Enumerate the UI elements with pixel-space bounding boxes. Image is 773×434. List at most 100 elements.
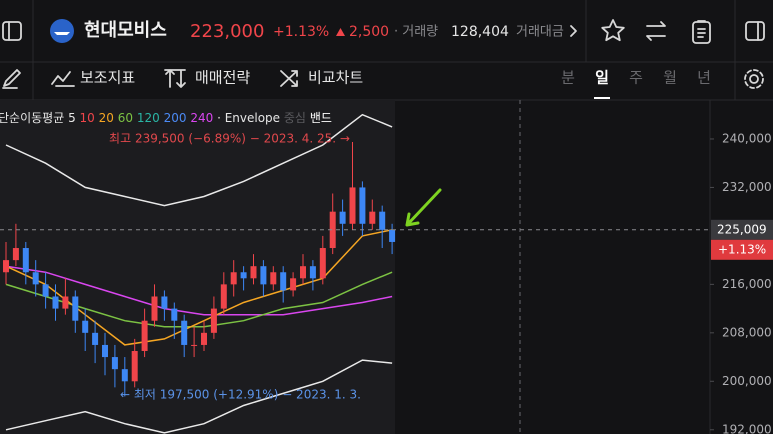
strategy-icon [164,69,186,88]
current-price: 225,009 [717,222,767,236]
candle-body [22,248,29,273]
icon-part [54,32,70,35]
change-pct: +1.13% [273,24,329,40]
header: 현대모비스 223,000 +1.13% 2,500 · 거래량 128,404… [0,0,773,63]
candle-body [151,296,158,321]
candle-body [32,272,39,285]
candle-body [210,308,217,333]
candle-body [309,266,316,279]
indicators-icon [51,71,75,87]
change: 2,500 [349,24,389,40]
legend-item: 20 [99,111,114,125]
candle-body [102,344,108,358]
legend: 단순이동평균 5 10 20 60 120 200 240 · Envelope… [0,111,332,125]
candle-body [220,284,227,309]
y-tick-label: 200,000 [722,374,772,388]
volume: 128,404 [451,24,509,40]
strategy-button[interactable]: 매매전략 [195,69,250,87]
candle-body [62,296,69,309]
memo-button[interactable] [692,21,711,44]
min-label: ← 최저 197,500 (+12.91%) − 2023. 1. 3. [120,388,361,402]
period-tab[interactable]: 월 [663,69,677,87]
draw-tool[interactable] [2,69,21,89]
icon-part [697,20,706,38]
y-tick-label: 216,000 [722,277,772,291]
candle-body [181,320,188,345]
legend-center: 중심 [284,111,306,125]
switch-button[interactable] [646,21,666,41]
price-tag [711,219,773,240]
candle-body [250,266,257,279]
legend-band: 밴드 [310,111,332,125]
candle-body [260,266,267,285]
period-tab[interactable]: 주 [629,69,643,87]
candle-body [3,260,9,273]
compare-button[interactable]: 비교차트 [308,69,363,87]
indicators-button[interactable]: 보조지표 [80,69,135,87]
candle-body [270,272,277,285]
stock-name: 현대모비스 [84,20,167,41]
current-pct: +1.13% [718,242,766,256]
y-tick-label: 192,000 [722,422,772,434]
candle-body [171,308,178,321]
candle-body [191,344,198,346]
data-area [0,100,395,434]
sidebar-toggle[interactable] [2,21,22,41]
candle-body [52,296,59,309]
candle-body [339,211,346,224]
price: 223,000 [190,21,264,42]
period-tab[interactable]: 일 [595,69,609,87]
stock-logo [50,19,74,43]
favorite-button[interactable] [601,19,625,42]
legend-envelope: · Envelope [217,111,280,125]
y-tick-label: 232,000 [722,180,772,194]
settings-button[interactable] [749,74,759,84]
legend-item: 10 [80,111,95,125]
legend-item: 240 [190,111,213,125]
candle-body [290,278,297,291]
candle-body [369,211,376,224]
legend-title: 단순이동평균 [0,111,64,125]
candle-body [42,284,49,297]
candle-body [379,211,386,230]
volume-label: · 거래량 [394,25,438,40]
candle-body [12,248,19,261]
indicator-line [5,359,393,434]
candle-body [359,187,366,224]
more-arrow[interactable] [570,25,577,37]
y-tick-label: 208,000 [722,325,772,339]
candle-body [111,357,118,370]
indicator-line [5,113,393,207]
candle-body [329,211,336,249]
candle-body [230,272,237,285]
chart: 240,000 232,000 216,000 208,000 200,000 192,0… [0,100,773,434]
period-tab[interactable]: 분 [561,69,575,87]
y-tick-label: 240,000 [722,131,772,145]
compare-icon [280,70,298,87]
icon-part [744,69,764,89]
candle-body [161,296,168,309]
up-arrow [336,28,345,36]
period-tab[interactable]: 년 [697,69,711,87]
legend-item: 5 [68,111,76,125]
candle-body [319,248,326,279]
annotation-arrow [405,188,442,227]
indicator-line [5,229,393,346]
candle-body [121,369,128,382]
candle-body [349,187,356,224]
candle-body [82,320,89,333]
indicator-line [5,265,393,316]
candle-body [389,229,396,242]
amount-label: 거래대금 [516,25,564,40]
candle-body [92,332,99,345]
panel-toggle[interactable] [745,21,765,41]
candle-body [240,272,247,279]
candle-body [141,320,148,352]
legend-item: 200 [164,111,187,125]
candle-body [72,296,79,321]
max-label: 최고 239,500 (−6.89%) − 2023. 4. 25. → [109,132,350,146]
legend-item: 120 [137,111,160,125]
